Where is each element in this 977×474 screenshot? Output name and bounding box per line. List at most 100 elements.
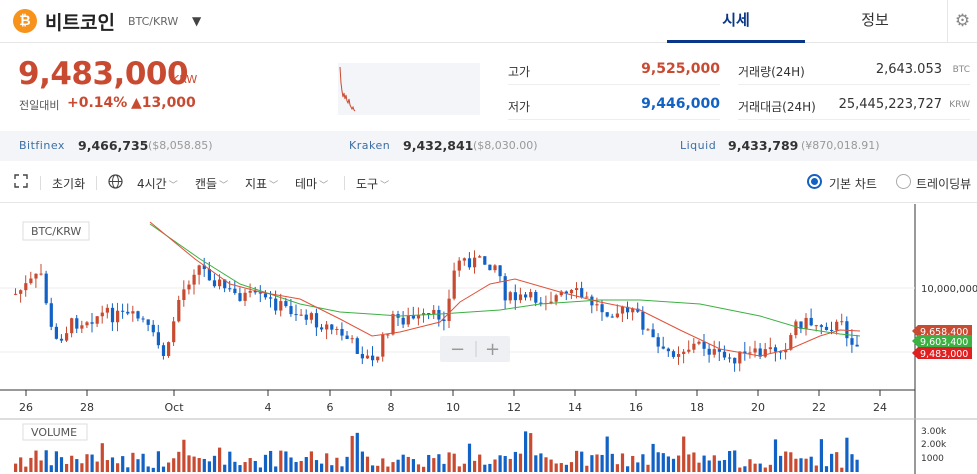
- interval-dropdown[interactable]: 4시간 ﹀: [137, 175, 178, 192]
- tools-dropdown[interactable]: 도구 ﹀: [356, 175, 389, 192]
- candle-dropdown[interactable]: 캔들 ﹀: [195, 175, 228, 192]
- exchange-name[interactable]: Kraken: [349, 139, 391, 152]
- chart-label-box: [22, 221, 90, 241]
- candle-body: [95, 316, 99, 324]
- volume-bar: [692, 452, 696, 472]
- volume-bar: [238, 465, 242, 472]
- candle-body: [136, 311, 140, 319]
- zoom-out-button[interactable]: −: [450, 339, 465, 360]
- change-rate: +0.14%: [67, 95, 128, 111]
- caret-down-icon[interactable]: ▼: [192, 14, 202, 28]
- volume-bar: [269, 450, 273, 472]
- tab-market-price[interactable]: 시세: [667, 0, 805, 43]
- expand-icon[interactable]: [14, 174, 28, 191]
- coin-pair: BTC/KRW: [128, 15, 179, 28]
- globe-icon[interactable]: [108, 174, 123, 192]
- volume-bar: [595, 454, 599, 472]
- volume-bar: [478, 454, 482, 472]
- volume-bar: [447, 452, 451, 472]
- zoom-in-button[interactable]: +: [485, 339, 500, 360]
- volume-bar: [59, 457, 64, 472]
- x-tick-label: 18: [690, 401, 704, 414]
- amount-label: 거래대금(24H): [738, 100, 816, 114]
- stat-amount: 거래대금(24H) 25,445,223,727 KRW: [738, 92, 970, 120]
- volume-bar: [14, 463, 18, 472]
- candle-body: [575, 288, 579, 290]
- candle-body: [712, 349, 716, 355]
- candle-body: [192, 274, 196, 285]
- candle-body: [707, 348, 711, 355]
- current-price: 9,483,000: [18, 56, 189, 92]
- chevron-down-icon: ﹀: [269, 181, 279, 191]
- exchange-name[interactable]: Bitfinex: [19, 139, 65, 152]
- x-tick-label: 14: [568, 401, 582, 414]
- volume-bar: [610, 453, 614, 472]
- volume-bar: [360, 451, 364, 472]
- candle-body: [202, 265, 206, 270]
- price-chart[interactable]: BTC/KRW 10,000,000 − + 9,658,400 9,603,4…: [0, 204, 977, 474]
- exchange-name[interactable]: Liquid: [680, 139, 717, 152]
- exchange-usd: ($8,058.85): [148, 139, 213, 152]
- volume-bar: [49, 465, 53, 472]
- candle-body: [360, 353, 364, 359]
- gear-icon[interactable]: ⚙: [947, 0, 977, 43]
- tradingview-label[interactable]: 트레이딩뷰: [916, 177, 972, 191]
- tab-info[interactable]: 정보: [861, 11, 889, 29]
- volume-bar: [636, 462, 640, 472]
- volume-bar: [44, 450, 48, 472]
- candle-body: [355, 338, 359, 354]
- zoom-controls: − +: [440, 336, 510, 362]
- basic-chart-label[interactable]: 기본 차트: [829, 177, 877, 191]
- volume-bar: [422, 466, 426, 472]
- candle-body: [666, 348, 670, 352]
- candle-body: [620, 306, 625, 314]
- candle-body: [824, 326, 829, 330]
- theme-dropdown[interactable]: 테마 ﹀: [295, 175, 328, 192]
- candle-body: [794, 321, 798, 336]
- x-tick-label: 8: [388, 401, 395, 414]
- exchange-price: 9,466,735: [78, 138, 149, 153]
- volume-bar: [121, 456, 125, 472]
- candle-body: [422, 313, 426, 316]
- candle-body: [789, 335, 793, 350]
- volume-bar: [712, 455, 716, 472]
- candle-body: [161, 345, 166, 356]
- candle-body: [116, 310, 120, 323]
- stat-low: 저가 9,446,000: [508, 92, 720, 120]
- candle-body: [371, 355, 375, 361]
- volume-bar: [100, 443, 104, 472]
- volume-bar: [253, 460, 257, 472]
- change-amount: ▲13,000: [131, 95, 196, 111]
- volume-bar: [304, 457, 308, 472]
- candle-body: [110, 307, 115, 323]
- volume-bar: [824, 466, 829, 472]
- candle-body: [651, 329, 655, 338]
- indicator-dropdown[interactable]: 지표 ﹀: [245, 175, 278, 192]
- volume-bar: [845, 437, 849, 472]
- candlestick-chart-svg[interactable]: BTC/KRW 10,000,000 − + 9,658,400 9,603,4…: [0, 204, 977, 474]
- candle-body: [65, 333, 69, 341]
- candle-body: [564, 291, 568, 294]
- volume-bar: [279, 450, 283, 472]
- volume-bar: [345, 456, 349, 472]
- candle-body: [253, 290, 257, 293]
- amount-value: 25,445,223,727: [838, 97, 942, 112]
- reset-button[interactable]: 초기화: [52, 177, 86, 191]
- candle-body: [488, 264, 492, 271]
- volume-bar: [779, 455, 783, 472]
- candle-body: [687, 349, 691, 352]
- marker-ma-long: 9,603,400: [920, 337, 968, 348]
- toolbar-divider: [40, 176, 41, 190]
- volume-bar: [666, 456, 670, 472]
- x-tick-label: 26: [19, 401, 33, 414]
- volume-bar: [493, 459, 497, 472]
- candle-body: [493, 265, 497, 271]
- basic-chart-radio[interactable]: [807, 174, 822, 189]
- candle-body: [269, 297, 273, 299]
- volume-bar: [177, 451, 181, 472]
- candle-body: [692, 343, 696, 350]
- tradingview-radio[interactable]: [896, 174, 911, 189]
- volume-bar: [809, 456, 813, 472]
- volume-bar: [549, 459, 553, 472]
- candle-body: [799, 321, 803, 329]
